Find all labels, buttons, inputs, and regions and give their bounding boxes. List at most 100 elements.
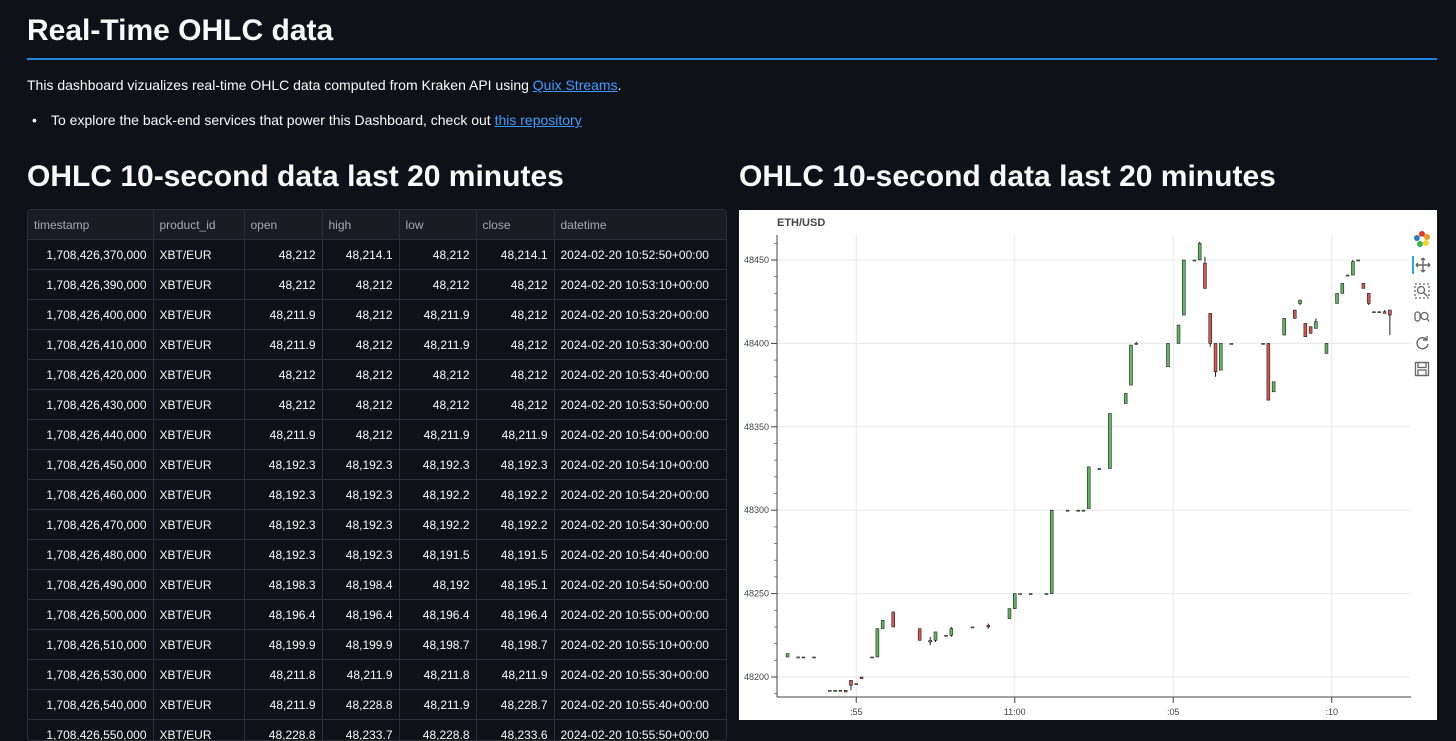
cell-high[interactable]: 48,228.8 [322,690,399,720]
cell-timestamp[interactable]: 1,708,426,540,000 [28,690,153,720]
cell-close[interactable]: 48,191.5 [476,540,554,570]
cell-timestamp[interactable]: 1,708,426,390,000 [28,270,153,300]
cell-high[interactable]: 48,198.4 [322,570,399,600]
cell-high[interactable]: 48,196.4 [322,600,399,630]
repository-link[interactable]: this repository [495,112,582,128]
cell-open[interactable]: 48,199.9 [244,630,322,660]
cell-product-id[interactable]: XBT/EUR [153,690,244,720]
cell-low[interactable]: 48,192 [399,570,476,600]
cell-datetime[interactable]: 2024-02-20 10:55:40+00:00 [554,690,726,720]
cell-timestamp[interactable]: 1,708,426,530,000 [28,660,153,690]
cell-product-id[interactable]: XBT/EUR [153,270,244,300]
cell-datetime[interactable]: 2024-02-20 10:54:10+00:00 [554,450,726,480]
cell-low[interactable]: 48,212 [399,240,476,270]
cell-low[interactable]: 48,211.9 [399,420,476,450]
cell-datetime[interactable]: 2024-02-20 10:53:10+00:00 [554,270,726,300]
column-header-open[interactable]: open [244,210,322,240]
cell-product-id[interactable]: XBT/EUR [153,360,244,390]
cell-product-id[interactable]: XBT/EUR [153,600,244,630]
cell-close[interactable]: 48,233.6 [476,720,554,741]
pan-icon[interactable] [1412,256,1432,274]
cell-open[interactable]: 48,211.9 [244,330,322,360]
cell-datetime[interactable]: 2024-02-20 10:54:20+00:00 [554,480,726,510]
cell-product-id[interactable]: XBT/EUR [153,720,244,741]
cell-high[interactable]: 48,212 [322,330,399,360]
cell-close[interactable]: 48,211.9 [476,420,554,450]
save-icon[interactable] [1413,360,1431,378]
chart-canvas[interactable]: ETH/USD482004825048300483504840048450:55… [739,210,1437,720]
cell-datetime[interactable]: 2024-02-20 10:53:40+00:00 [554,360,726,390]
cell-product-id[interactable]: XBT/EUR [153,300,244,330]
cell-close[interactable]: 48,192.2 [476,480,554,510]
cell-timestamp[interactable]: 1,708,426,440,000 [28,420,153,450]
cell-low[interactable]: 48,192.3 [399,450,476,480]
cell-low[interactable]: 48,228.8 [399,720,476,741]
cell-low[interactable]: 48,211.9 [399,690,476,720]
cell-product-id[interactable]: XBT/EUR [153,240,244,270]
cell-low[interactable]: 48,212 [399,270,476,300]
cell-open[interactable]: 48,211.9 [244,300,322,330]
bokeh-logo-icon[interactable] [1413,230,1431,248]
cell-high[interactable]: 48,212 [322,420,399,450]
cell-timestamp[interactable]: 1,708,426,500,000 [28,600,153,630]
cell-close[interactable]: 48,212 [476,330,554,360]
cell-product-id[interactable]: XBT/EUR [153,630,244,660]
wheel-zoom-icon[interactable] [1413,308,1431,326]
cell-datetime[interactable]: 2024-02-20 10:54:00+00:00 [554,420,726,450]
cell-low[interactable]: 48,191.5 [399,540,476,570]
cell-close[interactable]: 48,192.2 [476,510,554,540]
cell-open[interactable]: 48,211.9 [244,420,322,450]
cell-timestamp[interactable]: 1,708,426,510,000 [28,630,153,660]
cell-low[interactable]: 48,211.9 [399,300,476,330]
cell-datetime[interactable]: 2024-02-20 10:55:00+00:00 [554,600,726,630]
cell-product-id[interactable]: XBT/EUR [153,480,244,510]
cell-datetime[interactable]: 2024-02-20 10:54:40+00:00 [554,540,726,570]
cell-close[interactable]: 48,211.9 [476,660,554,690]
cell-high[interactable]: 48,212 [322,270,399,300]
reset-icon[interactable] [1413,334,1431,352]
cell-close[interactable]: 48,214.1 [476,240,554,270]
cell-high[interactable]: 48,192.3 [322,510,399,540]
cell-high[interactable]: 48,212 [322,390,399,420]
cell-timestamp[interactable]: 1,708,426,430,000 [28,390,153,420]
cell-timestamp[interactable]: 1,708,426,420,000 [28,360,153,390]
column-header-timestamp[interactable]: timestamp [28,210,153,240]
cell-low[interactable]: 48,192.2 [399,510,476,540]
cell-close[interactable]: 48,228.7 [476,690,554,720]
cell-datetime[interactable]: 2024-02-20 10:55:30+00:00 [554,660,726,690]
cell-close[interactable]: 48,212 [476,270,554,300]
cell-open[interactable]: 48,211.9 [244,690,322,720]
cell-open[interactable]: 48,192.3 [244,540,322,570]
column-header-low[interactable]: low [399,210,476,240]
cell-open[interactable]: 48,228.8 [244,720,322,741]
cell-open[interactable]: 48,198.3 [244,570,322,600]
cell-open[interactable]: 48,212 [244,240,322,270]
cell-high[interactable]: 48,212 [322,300,399,330]
cell-open[interactable]: 48,212 [244,390,322,420]
column-header-datetime[interactable]: datetime [554,210,726,240]
cell-product-id[interactable]: XBT/EUR [153,420,244,450]
cell-low[interactable]: 48,211.9 [399,330,476,360]
quix-streams-link[interactable]: Quix Streams [533,77,618,93]
cell-low[interactable]: 48,212 [399,390,476,420]
cell-timestamp[interactable]: 1,708,426,450,000 [28,450,153,480]
cell-datetime[interactable]: 2024-02-20 10:54:50+00:00 [554,570,726,600]
cell-datetime[interactable]: 2024-02-20 10:54:30+00:00 [554,510,726,540]
cell-high[interactable]: 48,192.3 [322,450,399,480]
cell-close[interactable]: 48,212 [476,390,554,420]
cell-open[interactable]: 48,212 [244,360,322,390]
cell-low[interactable]: 48,211.8 [399,660,476,690]
cell-low[interactable]: 48,196.4 [399,600,476,630]
cell-open[interactable]: 48,192.3 [244,480,322,510]
